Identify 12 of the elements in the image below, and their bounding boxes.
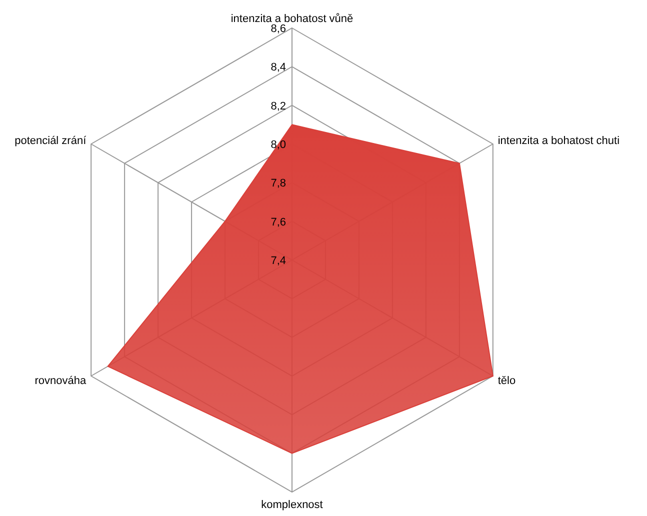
y-tick-label: 7,8 xyxy=(270,178,286,190)
y-tick-label: 8,6 xyxy=(270,23,286,35)
spoke-label: intenzita a bohatost chuti xyxy=(498,135,620,147)
y-tick-label: 7,6 xyxy=(270,216,286,228)
y-tick-label: 8,2 xyxy=(270,100,286,112)
spoke-label: rovnováha xyxy=(34,375,88,387)
spoke-label: komplexnost xyxy=(261,499,323,511)
spoke-label: potenciál zrání xyxy=(14,135,88,147)
y-tick-label: 8,4 xyxy=(270,62,286,74)
y-tick-label: 7,4 xyxy=(270,255,286,267)
spoke-label: tělo xyxy=(498,375,516,387)
spoke-label: intenzita a bohatost vůně xyxy=(230,13,354,25)
